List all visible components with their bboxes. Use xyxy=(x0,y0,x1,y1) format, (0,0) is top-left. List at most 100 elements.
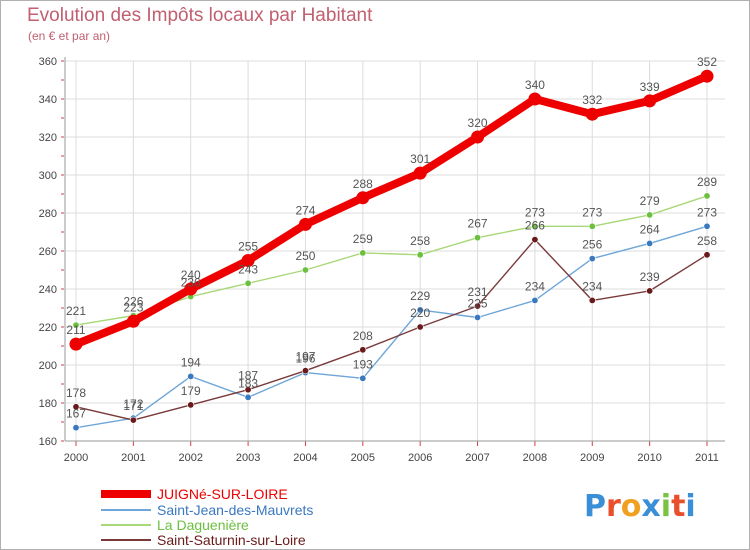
data-point xyxy=(241,254,255,267)
data-label: 225 xyxy=(468,297,488,311)
data-point xyxy=(588,296,596,304)
data-point xyxy=(126,314,140,328)
data-label: 274 xyxy=(295,203,315,217)
data-point xyxy=(703,222,711,230)
data-label: 234 xyxy=(582,279,602,293)
legend-swatch xyxy=(101,524,151,526)
data-point xyxy=(69,337,83,351)
data-label: 187 xyxy=(238,369,258,383)
data-point xyxy=(187,401,195,409)
data-label: 172 xyxy=(123,397,143,411)
data-label: 229 xyxy=(410,289,430,303)
data-point xyxy=(416,323,424,331)
data-point xyxy=(471,130,485,144)
data-label: 267 xyxy=(468,217,488,231)
data-point xyxy=(646,239,654,247)
data-label: 279 xyxy=(640,194,660,208)
x-tick-label: 2011 xyxy=(695,452,719,464)
data-point xyxy=(298,217,312,231)
data-point xyxy=(528,92,542,106)
data-label: 256 xyxy=(582,238,602,252)
data-point xyxy=(646,287,654,295)
data-label: 231 xyxy=(468,285,488,299)
data-label: 208 xyxy=(353,329,373,343)
data-label: 183 xyxy=(238,376,258,390)
logo-letter: o xyxy=(620,489,642,524)
data-label: 301 xyxy=(410,152,430,166)
data-label: 221 xyxy=(66,304,86,318)
data-label: 340 xyxy=(525,78,545,92)
series-line-2 xyxy=(75,195,708,326)
y-tick-label: 260 xyxy=(39,246,57,258)
data-label: 332 xyxy=(582,93,602,107)
y-tick-label: 240 xyxy=(39,284,57,296)
data-point xyxy=(531,236,539,244)
data-point xyxy=(416,306,424,314)
x-tick-label: 2006 xyxy=(408,452,432,464)
data-label: 273 xyxy=(525,205,545,219)
chart-title: Evolution des Impôts locaux par Habitant xyxy=(27,5,373,26)
data-point xyxy=(244,386,252,394)
data-point xyxy=(646,211,654,219)
x-tick-label: 2003 xyxy=(236,452,260,464)
data-label: 259 xyxy=(353,232,373,246)
data-label: 243 xyxy=(238,262,258,276)
proxiti-logo: Proxiti xyxy=(584,489,696,524)
data-label: 171 xyxy=(123,399,143,413)
data-point xyxy=(129,416,137,424)
y-tick-label: 200 xyxy=(39,360,57,372)
x-tick-label: 2001 xyxy=(121,452,145,464)
legend-label: La Daguenière xyxy=(157,517,249,533)
data-point xyxy=(187,372,195,380)
data-label: 250 xyxy=(295,249,315,263)
series-line-1 xyxy=(75,225,708,429)
x-tick-label: 2008 xyxy=(523,452,547,464)
y-tick-label: 360 xyxy=(39,56,57,68)
x-tick-label: 2004 xyxy=(293,452,317,464)
data-label: 196 xyxy=(295,352,315,366)
legend-label: Saint-Saturnin-sur-Loire xyxy=(157,532,306,548)
y-tick-label: 180 xyxy=(39,398,57,410)
data-point xyxy=(416,251,424,259)
data-label: 197 xyxy=(295,350,315,364)
data-label: 264 xyxy=(640,222,660,236)
legend-item: Saint-Saturnin-sur-Loire xyxy=(101,532,306,548)
legend-swatch xyxy=(101,490,151,498)
data-point xyxy=(643,94,657,108)
data-label: 178 xyxy=(66,386,86,400)
series-line-3 xyxy=(75,238,708,421)
data-label: 223 xyxy=(123,300,143,314)
data-label: 179 xyxy=(181,384,201,398)
data-point xyxy=(359,249,367,257)
data-point xyxy=(585,107,599,121)
logo-letter: i xyxy=(685,489,696,524)
x-tick-label: 2000 xyxy=(64,452,88,464)
x-tick-label: 2005 xyxy=(351,452,375,464)
data-point xyxy=(184,282,198,296)
data-label: 240 xyxy=(181,268,201,282)
data-label: 266 xyxy=(525,219,545,233)
data-label: 339 xyxy=(640,80,660,94)
logo-letter: t xyxy=(671,489,686,524)
data-label: 273 xyxy=(582,205,602,219)
x-tick-label: 2010 xyxy=(637,452,661,464)
x-tick-label: 2007 xyxy=(465,452,489,464)
data-label: 288 xyxy=(353,177,373,191)
legend-item: JUIGNé-SUR-LOIRE xyxy=(101,486,288,502)
data-label: 220 xyxy=(410,306,430,320)
data-point xyxy=(244,279,252,287)
data-point xyxy=(72,403,80,411)
data-point xyxy=(531,296,539,304)
data-point xyxy=(359,346,367,354)
data-point xyxy=(703,192,711,200)
x-tick-label: 2009 xyxy=(580,452,604,464)
data-label: 236 xyxy=(181,276,201,290)
legend-label: JUIGNé-SUR-LOIRE xyxy=(157,486,288,502)
legend-label: Saint-Jean-des-Mauvrets xyxy=(157,502,314,518)
data-label: 352 xyxy=(697,55,717,69)
data-label: 211 xyxy=(66,323,85,337)
y-tick-label: 340 xyxy=(39,94,57,106)
data-point xyxy=(700,69,714,83)
